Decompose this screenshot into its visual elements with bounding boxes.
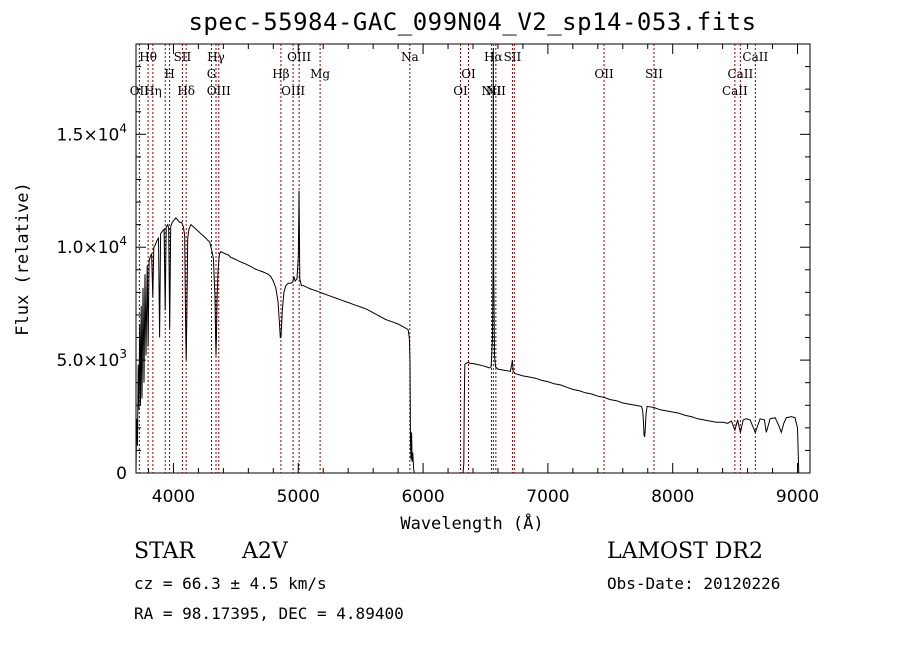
x-tick-label: 8000 xyxy=(651,487,694,507)
line-marker-label: H xyxy=(164,67,174,81)
y-tick-mantissa: 1.0×10 xyxy=(56,238,119,258)
line-marker-label: SII xyxy=(504,50,522,64)
line-marker-label: NII xyxy=(481,84,501,98)
line-marker-label: CaII xyxy=(722,84,748,98)
y-tick-exponent: 3 xyxy=(119,347,127,361)
x-tick-label: 7000 xyxy=(526,487,569,507)
object-class-label: STAR xyxy=(134,539,195,564)
line-marker-label: SII xyxy=(174,50,192,64)
line-marker-label: OIII xyxy=(287,50,311,64)
y-tick-label: 0 xyxy=(116,464,127,484)
line-marker-label: CaII xyxy=(727,67,753,81)
redshift-label: cz = 66.3 ± 4.5 km/s xyxy=(134,574,327,593)
line-marker-label: Hδ xyxy=(177,84,195,98)
x-axis-label: Wavelength (Å) xyxy=(400,512,543,534)
line-marker-label: Hβ xyxy=(272,67,289,81)
line-marker-label: NII xyxy=(486,84,506,98)
y-tick-exponent: 4 xyxy=(119,234,127,248)
y-tick-label: 1.0×104 xyxy=(56,234,127,258)
line-marker-label: OII xyxy=(594,67,614,81)
y-tick-exponent: 4 xyxy=(119,121,127,135)
survey-label: LAMOST DR2 xyxy=(607,539,763,564)
chart-title: spec-55984-GAC_099N04_V2_sp14-053.fits xyxy=(188,8,757,36)
y-axis-label: Flux (relative) xyxy=(13,182,33,336)
spectrum-series-line xyxy=(135,48,800,474)
emission-line-markers xyxy=(138,44,756,473)
line-marker-label: OI xyxy=(461,67,476,81)
x-tick-label: 6000 xyxy=(401,487,444,507)
line-marker-label: G xyxy=(207,67,217,81)
y-tick-mantissa: 0 xyxy=(116,464,127,484)
plot-area: HθOIIHηHSIIHδGHγOIIIHβOIIIOIIIMgNaOIOINI… xyxy=(56,43,819,507)
coordinates-label: RA = 98.17395, DEC = 4.89400 xyxy=(134,604,404,623)
x-tick-label: 4000 xyxy=(152,487,195,507)
line-marker-label: Mg xyxy=(310,67,330,81)
line-marker-label: OI xyxy=(453,84,468,98)
emission-line-labels: HθOIIHηHSIIHδGHγOIIIHβOIIIOIIIMgNaOIOINI… xyxy=(130,50,769,98)
x-tick-label: 5000 xyxy=(277,487,320,507)
line-marker-label: Na xyxy=(401,50,419,64)
x-axis-ticks: 4000 5000 6000 7000 8000 9000 xyxy=(147,44,819,507)
y-tick-mantissa: 1.5×10 xyxy=(56,125,119,145)
y-tick-label: 5.0×103 xyxy=(56,347,127,371)
spectral-subclass-label: A2V xyxy=(242,539,288,564)
plot-frame xyxy=(135,43,811,474)
line-marker-label: SII xyxy=(645,67,663,81)
line-marker-label: CaII xyxy=(742,50,768,64)
obs-date-label: Obs-Date: 20120226 xyxy=(607,574,781,593)
line-marker-label: Hγ xyxy=(207,50,225,64)
line-marker-label: OIII xyxy=(207,84,231,98)
line-marker-label: OIII xyxy=(281,84,305,98)
line-marker-label: Hθ xyxy=(139,50,157,64)
line-marker-label: OII xyxy=(130,84,150,98)
y-tick-label: 1.5×104 xyxy=(56,121,127,145)
x-tick-label: 9000 xyxy=(776,487,819,507)
line-marker-label: Hη xyxy=(144,84,162,98)
y-tick-mantissa: 5.0×10 xyxy=(56,351,119,371)
